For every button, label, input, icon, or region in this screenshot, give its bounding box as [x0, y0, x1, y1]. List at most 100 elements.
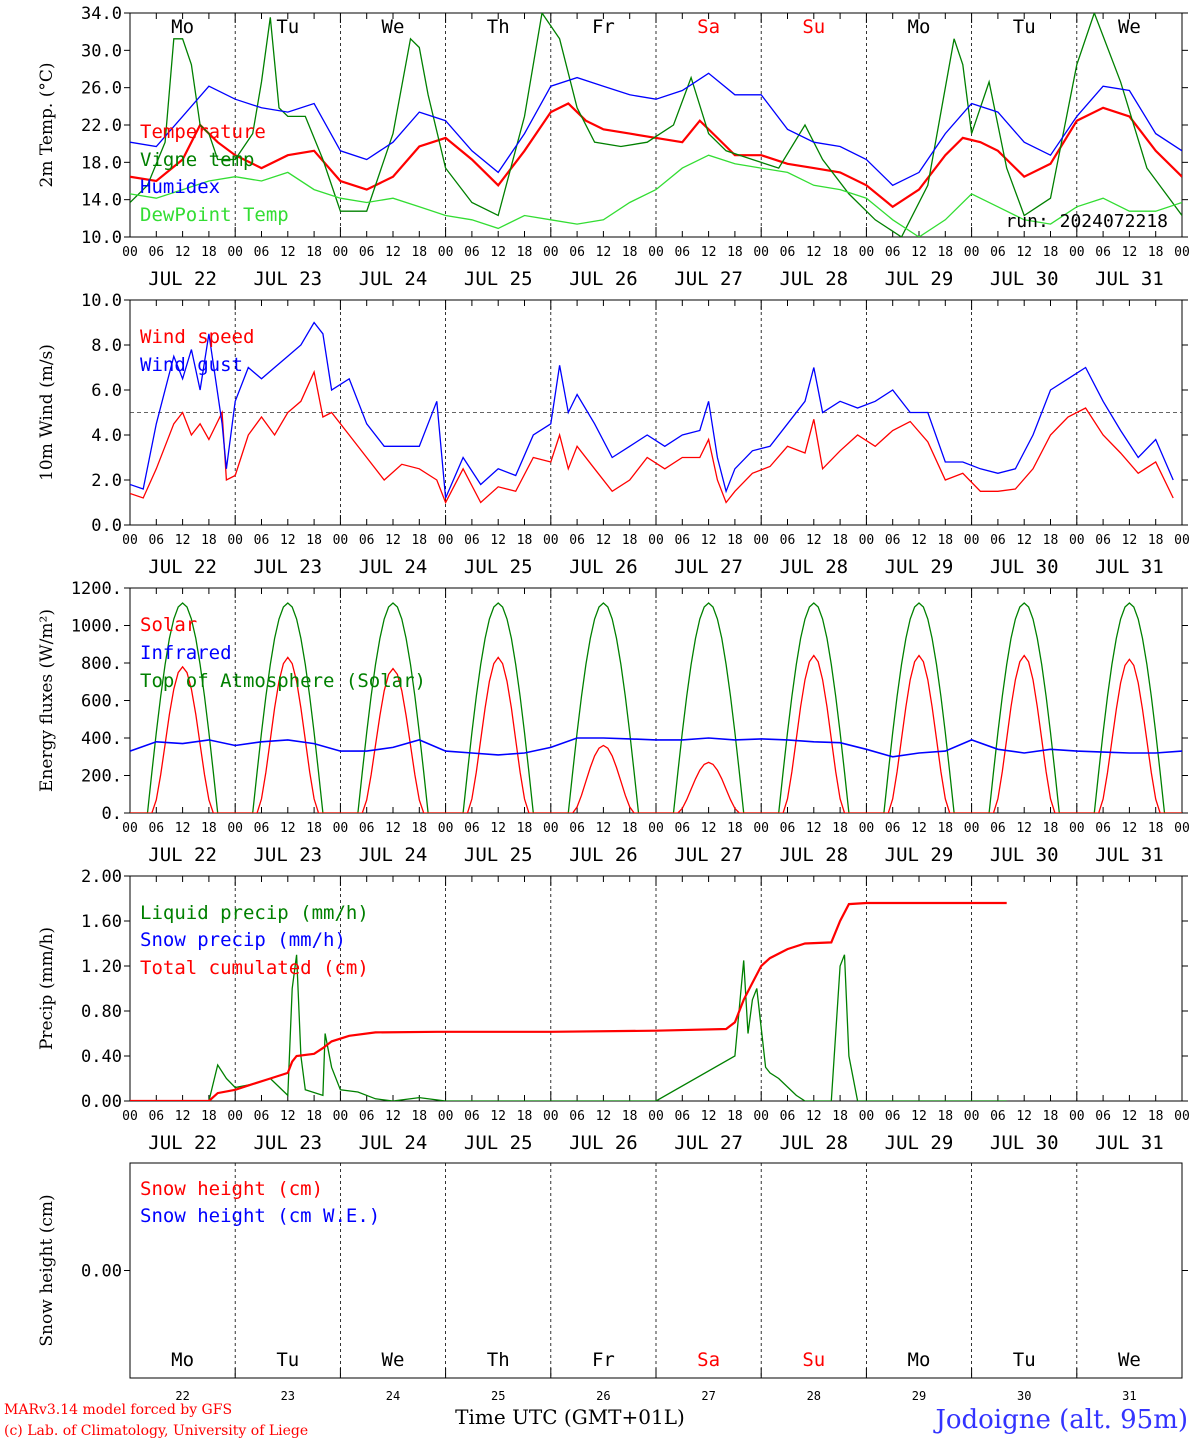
day-number-label: 28 — [807, 1389, 821, 1403]
hour-tick-label: 18 — [306, 1109, 322, 1124]
hour-tick-label: 18 — [1148, 533, 1164, 548]
hour-tick-label: 18 — [411, 821, 427, 836]
hour-tick-label: 06 — [780, 533, 796, 548]
series-line — [130, 154, 1182, 237]
hour-tick-label: 06 — [569, 821, 585, 836]
hour-tick-label: 18 — [622, 533, 638, 548]
hour-tick-label: 12 — [1016, 1109, 1032, 1124]
hour-tick-label: 00 — [543, 1109, 559, 1124]
hour-tick-label: 12 — [280, 821, 296, 836]
hour-tick-label: 06 — [990, 821, 1006, 836]
hour-tick-label: 12 — [701, 245, 717, 260]
weekday-label: Mo — [171, 16, 194, 38]
day-label: JUL 26 — [569, 1132, 638, 1154]
hour-tick-label: 18 — [411, 1109, 427, 1124]
hour-tick-label: 12 — [911, 821, 927, 836]
hour-tick-label: 06 — [885, 245, 901, 260]
weekday-label: Th — [487, 16, 510, 38]
day-label: JUL 27 — [674, 844, 743, 866]
weekday-label: Su — [802, 1349, 825, 1371]
station-name: Jodoigne (alt. 95m) — [932, 1405, 1188, 1435]
hour-tick-label: 18 — [832, 245, 848, 260]
series-group — [130, 321, 1174, 505]
day-label: JUL 28 — [779, 844, 848, 866]
y-tick-label: 34.0 — [81, 4, 122, 24]
hour-tick-label: 12 — [385, 821, 401, 836]
toa-solar-line — [130, 602, 1182, 813]
series-group — [130, 901, 1007, 1101]
hour-tick-label: 00 — [1174, 533, 1190, 548]
day-number-label: 31 — [1122, 1389, 1136, 1403]
hour-tick-label: 06 — [569, 245, 585, 260]
hour-tick-label: 06 — [464, 1109, 480, 1124]
hour-tick-label: 06 — [569, 1109, 585, 1124]
hour-tick-label: 06 — [780, 821, 796, 836]
day-label: JUL 31 — [1095, 556, 1164, 578]
hour-tick-label: 12 — [1122, 1109, 1138, 1124]
weekday-label: Tu — [1013, 16, 1036, 38]
legend-entry: Top of Atmosphere (Solar) — [140, 670, 426, 692]
hour-tick-label: 00 — [753, 245, 769, 260]
hour-tick-label: 00 — [1069, 245, 1085, 260]
day-label: JUL 29 — [885, 268, 954, 290]
hour-tick-label: 06 — [254, 533, 270, 548]
day-label: JUL 22 — [148, 1132, 217, 1154]
hour-tick-label: 12 — [596, 533, 612, 548]
day-label: JUL 26 — [569, 844, 638, 866]
day-label: JUL 22 — [148, 556, 217, 578]
day-label: JUL 27 — [674, 556, 743, 578]
hour-tick-label: 00 — [438, 1109, 454, 1124]
day-label: JUL 28 — [779, 556, 848, 578]
day-number-label: 26 — [596, 1389, 610, 1403]
hour-tick-label: 06 — [990, 1109, 1006, 1124]
hour-tick-label: 00 — [1069, 533, 1085, 548]
hour-tick-label: 12 — [911, 1109, 927, 1124]
day-number-label: 25 — [491, 1389, 505, 1403]
y-tick-label: 0.00 — [81, 1092, 122, 1112]
legend-entry: Humidex — [140, 176, 220, 198]
day-label: JUL 25 — [464, 556, 533, 578]
hour-tick-label: 06 — [885, 821, 901, 836]
hour-tick-label: 12 — [701, 1109, 717, 1124]
hour-tick-label: 06 — [254, 821, 270, 836]
hour-tick-label: 06 — [359, 245, 375, 260]
hour-tick-label: 12 — [280, 533, 296, 548]
y-tick-label: 26.0 — [81, 79, 122, 99]
hour-tick-label: 18 — [517, 533, 533, 548]
panel-5: 0.00 Snow height (cm) Snow height (cm) Snow… — [37, 1162, 1188, 1403]
hour-tick-label: 00 — [543, 533, 559, 548]
hour-tick-label: 00 — [964, 1109, 980, 1124]
infrared-line — [130, 737, 1182, 758]
day-label: JUL 27 — [674, 1132, 743, 1154]
day-label: JUL 30 — [990, 844, 1059, 866]
weekday-label: Sa — [697, 1349, 720, 1371]
hour-tick-label: 12 — [806, 533, 822, 548]
weekday-label: Tu — [276, 1349, 299, 1371]
hour-tick-label: 00 — [1174, 821, 1190, 836]
x-axis-title: Time UTC (GMT+01L) — [455, 1405, 685, 1429]
hour-tick-label: 18 — [201, 533, 217, 548]
hour-tick-label: 06 — [1095, 1109, 1111, 1124]
y-tick-label: 30.0 — [81, 41, 122, 61]
legend-entry: Wind speed — [140, 326, 254, 348]
day-label: JUL 30 — [990, 268, 1059, 290]
y-tick-label: 1000. — [71, 617, 122, 637]
legend-entry: Infrared — [140, 642, 232, 664]
hour-tick-label: 00 — [1069, 821, 1085, 836]
y-axis-label: 10m Wind (m/s) — [37, 344, 57, 481]
legend-entry: Snow height (cm W.E.) — [140, 1205, 380, 1227]
y-tick-label: 22.0 — [81, 116, 122, 136]
hour-tick-label: 18 — [727, 245, 743, 260]
hour-tick-label: 12 — [1122, 533, 1138, 548]
credit-line-2: (c) Lab. of Climatology, University of L… — [4, 1423, 308, 1439]
credit-line-1: MARv3.14 model forced by GFS — [4, 1402, 232, 1418]
day-number-label: 22 — [175, 1389, 189, 1403]
y-tick-label: 2.00 — [81, 867, 122, 887]
y-tick-label: 18.0 — [81, 153, 122, 173]
day-label: JUL 22 — [148, 844, 217, 866]
hour-tick-label: 06 — [990, 533, 1006, 548]
hour-tick-label: 18 — [622, 821, 638, 836]
hour-tick-label: 00 — [648, 1109, 664, 1124]
day-label: JUL 29 — [885, 844, 954, 866]
day-label: JUL 24 — [359, 556, 428, 578]
